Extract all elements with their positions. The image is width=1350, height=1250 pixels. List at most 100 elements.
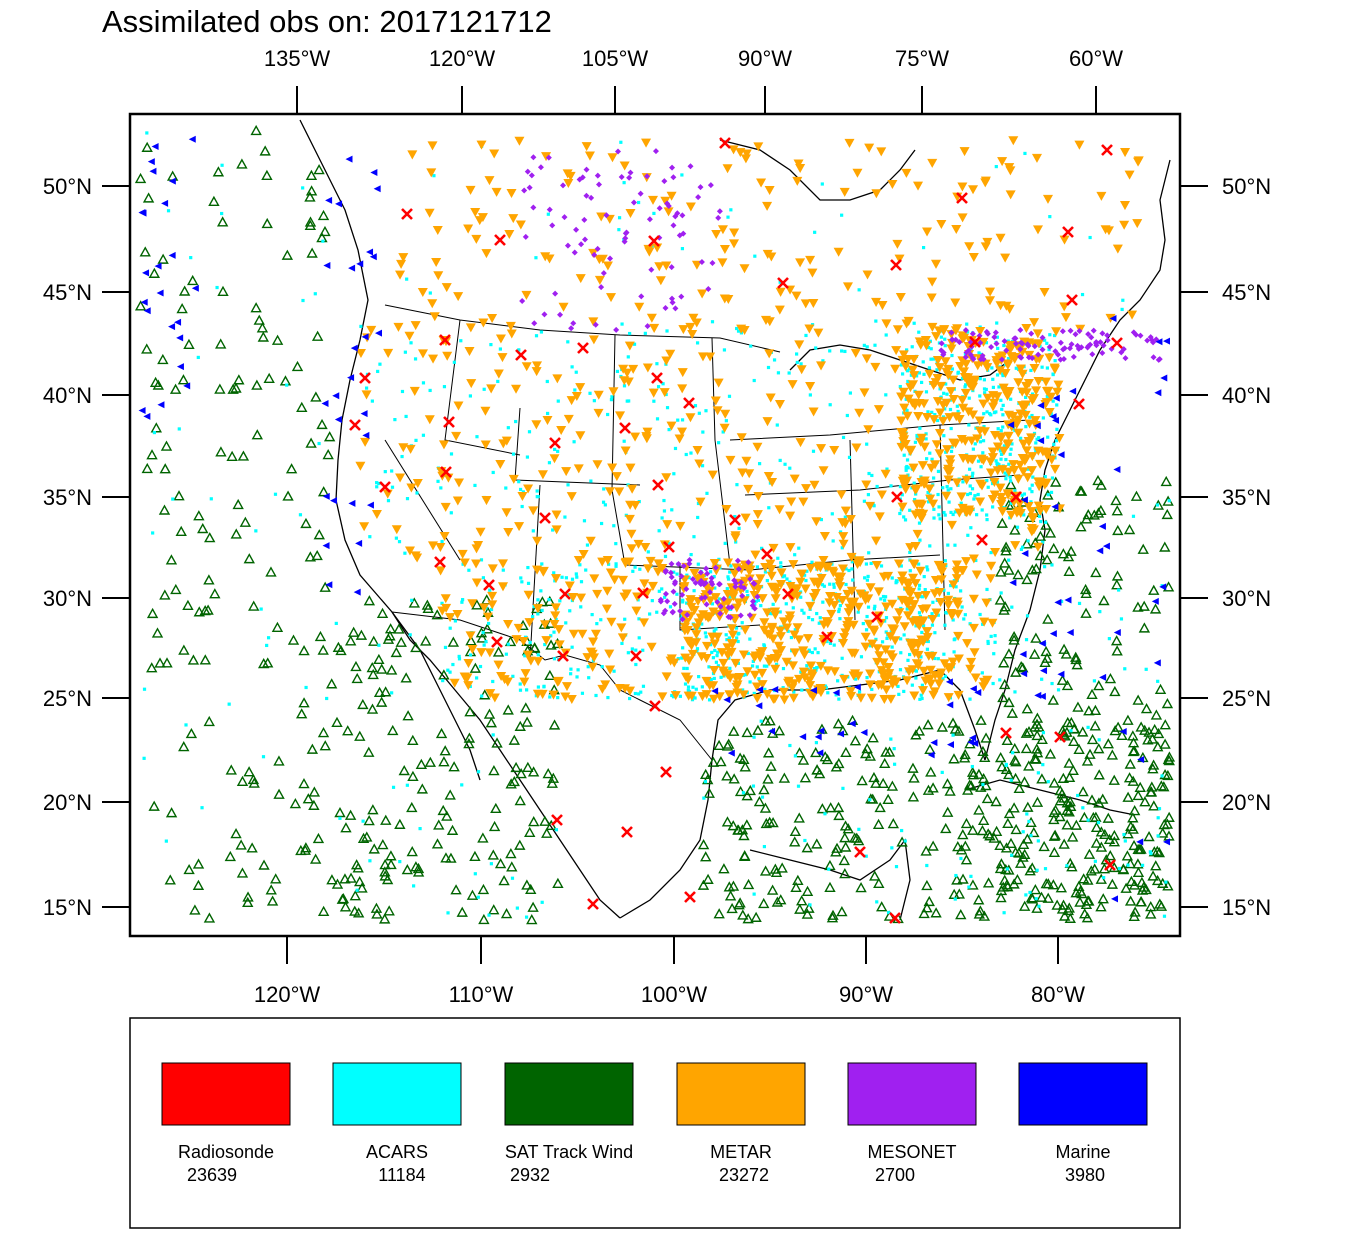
acars-marker (1041, 416, 1045, 420)
metar-marker (752, 694, 763, 704)
mesonet-marker (676, 232, 683, 239)
sat-track-wind-marker (1008, 634, 1020, 645)
acars-marker (884, 333, 888, 337)
sat-track-wind-marker (177, 374, 190, 385)
acars-marker (678, 694, 683, 698)
acars-marker (634, 648, 638, 652)
acars-marker (580, 691, 585, 695)
sat-track-wind-marker (203, 574, 215, 585)
sat-track-wind-marker (1079, 583, 1092, 595)
metar-marker (934, 326, 945, 336)
metar-marker (876, 147, 887, 157)
acars-marker (992, 652, 996, 656)
sat-track-wind-marker (1090, 811, 1102, 822)
acars-marker (717, 441, 721, 445)
marine-marker (360, 410, 368, 418)
metar-marker (762, 629, 773, 639)
metar-marker (917, 461, 928, 471)
acars-marker (457, 654, 461, 659)
sat-track-wind-marker (242, 891, 254, 902)
metar-marker (1018, 439, 1029, 449)
acars-marker (1052, 442, 1056, 446)
acars-marker (881, 594, 886, 599)
acars-marker (1086, 725, 1090, 729)
metar-marker (928, 381, 939, 391)
metar-marker (913, 181, 924, 191)
metar-marker (619, 684, 630, 694)
sat-track-wind-marker (175, 525, 187, 537)
metar-marker (862, 270, 873, 280)
mesonet-marker (708, 575, 715, 582)
metar-marker (741, 456, 752, 466)
metar-marker (958, 454, 969, 464)
radiosonde-marker (483, 579, 495, 591)
sat-track-wind-marker (1134, 781, 1146, 792)
acars-marker (549, 634, 553, 638)
acars-marker (750, 664, 755, 668)
metar-marker (932, 397, 943, 407)
acars-marker (930, 410, 934, 414)
acars-marker (807, 615, 811, 620)
metar-marker (788, 560, 799, 570)
sat-track-wind-marker (1159, 738, 1171, 749)
metar-marker (597, 557, 608, 567)
metar-marker (619, 161, 630, 171)
metar-marker (959, 147, 970, 157)
acars-marker (932, 507, 936, 511)
acars-marker (840, 213, 844, 217)
acars-marker (1088, 235, 1092, 240)
metar-marker (951, 598, 962, 608)
acars-marker (875, 484, 879, 489)
legend-label-marine: Marine (1055, 1142, 1110, 1162)
metar-marker (558, 302, 569, 312)
sat-track-wind-marker (248, 600, 260, 611)
acars-marker (614, 562, 618, 566)
sat-track-wind-marker (306, 743, 319, 754)
metar-marker (919, 476, 930, 486)
metar-marker (912, 591, 923, 601)
metar-marker (929, 589, 940, 599)
metar-marker (827, 566, 838, 576)
sat-track-wind-marker (1026, 862, 1038, 873)
metar-marker (1009, 353, 1020, 363)
mesonet-marker (549, 222, 556, 229)
acars-marker (880, 640, 885, 644)
metar-marker (441, 603, 452, 613)
sat-track-wind-marker (994, 751, 1007, 763)
metar-marker (883, 662, 894, 672)
metar-marker (480, 406, 491, 416)
metar-marker (501, 436, 512, 446)
acars-marker (428, 388, 432, 393)
acars-marker (949, 449, 954, 454)
acars-marker (908, 569, 912, 573)
metar-marker (880, 645, 891, 655)
mesonet-marker (662, 568, 669, 575)
metar-marker (948, 438, 959, 448)
sat-track-wind-marker (1008, 630, 1020, 642)
metar-marker (486, 384, 497, 394)
metar-marker (1127, 310, 1138, 320)
acars-marker (361, 819, 365, 823)
marine-marker (1119, 728, 1127, 736)
acars-marker (685, 573, 689, 577)
metar-marker (665, 349, 676, 359)
acars-marker (273, 492, 278, 496)
acars-marker (1010, 853, 1014, 857)
metar-marker (927, 158, 938, 168)
sat-track-wind-marker (439, 745, 451, 756)
metar-marker (719, 245, 730, 255)
metar-marker (1133, 156, 1144, 166)
acars-marker (627, 399, 631, 403)
acars-marker (729, 607, 733, 611)
marine-marker (1113, 629, 1121, 637)
metar-marker (553, 625, 564, 635)
metar-marker (765, 393, 776, 403)
acars-marker (1030, 413, 1034, 418)
sat-track-wind-marker (187, 654, 200, 665)
acars-marker (548, 695, 552, 699)
sat-track-wind-marker (1132, 866, 1145, 878)
mesonet-marker (1068, 341, 1075, 348)
acars-marker (927, 366, 932, 370)
sat-track-wind-marker (435, 727, 448, 739)
acars-marker (1008, 452, 1012, 456)
